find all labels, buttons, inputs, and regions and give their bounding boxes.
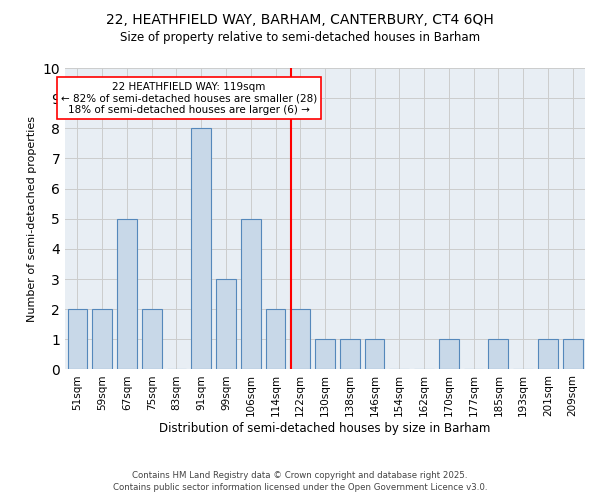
Bar <box>315 340 335 370</box>
Bar <box>488 340 508 370</box>
Bar <box>216 279 236 370</box>
Text: 22, HEATHFIELD WAY, BARHAM, CANTERBURY, CT4 6QH: 22, HEATHFIELD WAY, BARHAM, CANTERBURY, … <box>106 12 494 26</box>
Bar <box>92 309 112 370</box>
Bar <box>439 340 459 370</box>
Bar <box>563 340 583 370</box>
Bar <box>68 309 88 370</box>
Bar <box>538 340 558 370</box>
Text: 22 HEATHFIELD WAY: 119sqm
← 82% of semi-detached houses are smaller (28)
18% of : 22 HEATHFIELD WAY: 119sqm ← 82% of semi-… <box>61 82 317 115</box>
Bar <box>117 218 137 370</box>
Bar <box>340 340 359 370</box>
Text: Size of property relative to semi-detached houses in Barham: Size of property relative to semi-detach… <box>120 31 480 44</box>
Y-axis label: Number of semi-detached properties: Number of semi-detached properties <box>27 116 37 322</box>
Bar <box>266 309 286 370</box>
Text: Contains HM Land Registry data © Crown copyright and database right 2025.
Contai: Contains HM Land Registry data © Crown c… <box>113 471 487 492</box>
Bar <box>191 128 211 370</box>
X-axis label: Distribution of semi-detached houses by size in Barham: Distribution of semi-detached houses by … <box>160 422 491 435</box>
Bar <box>241 218 260 370</box>
Bar <box>142 309 161 370</box>
Bar <box>290 309 310 370</box>
Bar <box>365 340 385 370</box>
